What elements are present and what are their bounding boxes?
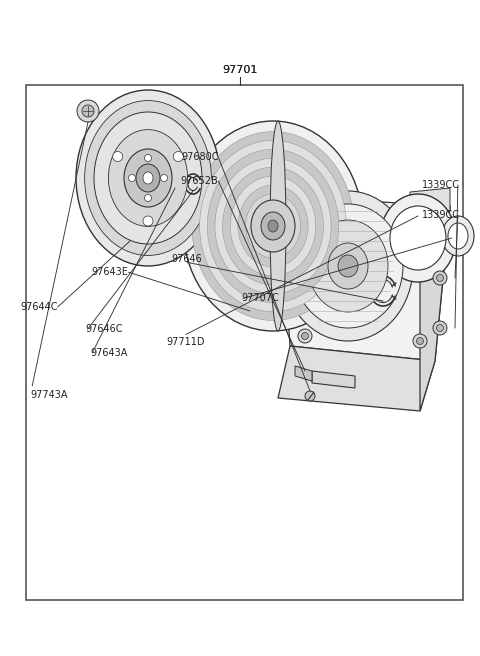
Circle shape	[82, 105, 94, 117]
Ellipse shape	[246, 194, 300, 258]
Ellipse shape	[230, 176, 316, 276]
Text: 97680C: 97680C	[181, 152, 218, 163]
Circle shape	[144, 194, 152, 201]
Text: 97644C: 97644C	[20, 302, 58, 312]
Text: 1339CC: 1339CC	[422, 180, 460, 190]
Ellipse shape	[108, 130, 188, 226]
Circle shape	[433, 271, 447, 285]
Text: 97743A: 97743A	[30, 390, 68, 400]
Circle shape	[144, 155, 152, 161]
Circle shape	[417, 337, 423, 344]
Ellipse shape	[251, 200, 295, 252]
Ellipse shape	[238, 185, 308, 267]
Ellipse shape	[284, 264, 312, 298]
Circle shape	[413, 334, 427, 348]
Ellipse shape	[283, 191, 413, 341]
Text: 97646: 97646	[172, 254, 203, 264]
Ellipse shape	[223, 167, 324, 285]
Text: 97646C: 97646C	[85, 324, 123, 335]
Ellipse shape	[380, 194, 456, 282]
Polygon shape	[295, 366, 312, 381]
Polygon shape	[410, 188, 450, 216]
Polygon shape	[280, 196, 450, 361]
Circle shape	[436, 325, 444, 331]
Circle shape	[113, 152, 123, 161]
Ellipse shape	[270, 121, 286, 331]
Ellipse shape	[289, 270, 307, 292]
Ellipse shape	[328, 243, 368, 289]
Text: 97711D: 97711D	[167, 337, 205, 346]
Ellipse shape	[286, 223, 310, 253]
Ellipse shape	[143, 172, 153, 184]
Text: 97707C: 97707C	[241, 293, 279, 304]
Circle shape	[418, 204, 432, 218]
Circle shape	[421, 207, 429, 215]
Ellipse shape	[308, 220, 388, 312]
Ellipse shape	[293, 204, 403, 328]
Ellipse shape	[215, 158, 331, 294]
Ellipse shape	[261, 212, 285, 240]
Circle shape	[288, 197, 302, 211]
Text: 97643E: 97643E	[92, 267, 129, 277]
Ellipse shape	[183, 121, 363, 331]
Bar	[26, 85, 463, 600]
Text: 97652B: 97652B	[180, 176, 218, 186]
Ellipse shape	[268, 220, 278, 232]
Circle shape	[305, 391, 315, 401]
Ellipse shape	[280, 216, 316, 260]
Circle shape	[129, 174, 135, 182]
Circle shape	[433, 321, 447, 335]
Ellipse shape	[448, 223, 468, 249]
Circle shape	[301, 333, 309, 340]
Circle shape	[173, 152, 183, 161]
Ellipse shape	[192, 131, 354, 321]
Polygon shape	[280, 186, 310, 211]
Ellipse shape	[124, 149, 172, 207]
Polygon shape	[278, 346, 435, 411]
Ellipse shape	[84, 100, 211, 255]
Ellipse shape	[338, 255, 358, 277]
Circle shape	[298, 329, 312, 343]
Ellipse shape	[207, 150, 339, 302]
Text: 1339CC: 1339CC	[422, 210, 460, 220]
Circle shape	[160, 174, 168, 182]
Text: 97643A: 97643A	[90, 348, 128, 358]
Ellipse shape	[442, 216, 474, 256]
Ellipse shape	[94, 112, 202, 244]
Ellipse shape	[200, 140, 347, 312]
Ellipse shape	[390, 206, 446, 270]
Ellipse shape	[76, 90, 220, 266]
Text: 97701: 97701	[222, 66, 258, 75]
Circle shape	[291, 201, 299, 207]
Polygon shape	[312, 371, 355, 388]
Polygon shape	[420, 206, 450, 411]
Ellipse shape	[136, 164, 160, 192]
Circle shape	[436, 274, 444, 281]
Circle shape	[77, 100, 99, 122]
Circle shape	[143, 216, 153, 226]
Text: 97701: 97701	[222, 66, 258, 75]
